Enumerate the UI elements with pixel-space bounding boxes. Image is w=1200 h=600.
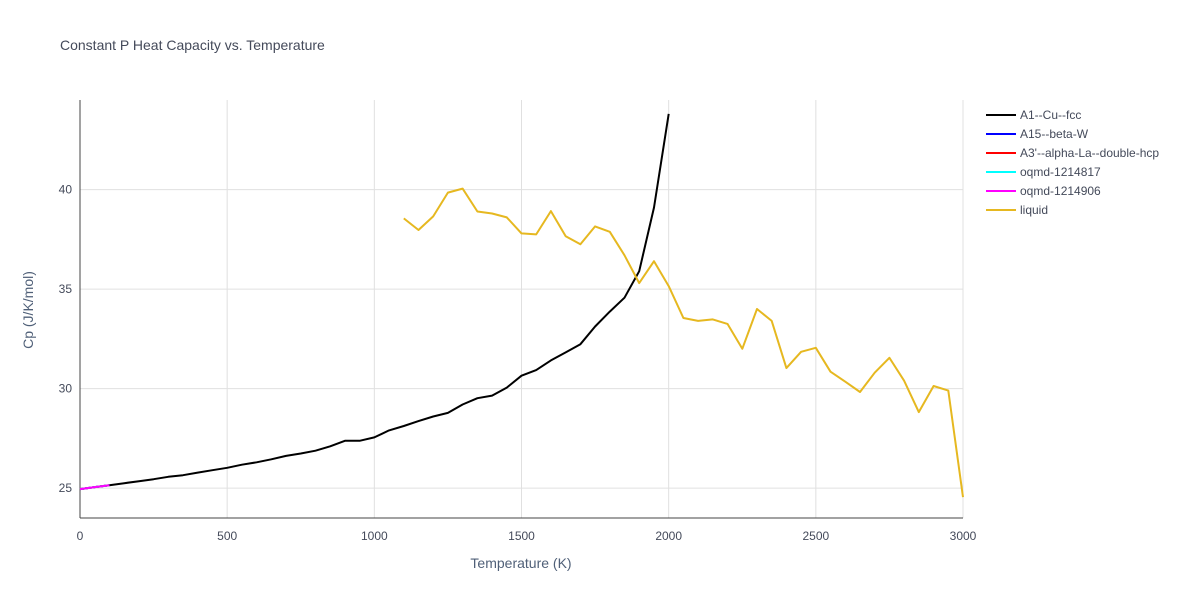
x-tick-label: 500 [217,529,237,543]
legend-label-oqmd-1214817: oqmd-1214817 [1020,165,1101,179]
y-tick-label: 40 [59,183,73,197]
x-tick-label: 2500 [802,529,829,543]
x-axis-label: Temperature (K) [470,555,571,571]
legend-label-a15-beta-w: A15--beta-W [1020,127,1089,141]
y-axis-label: Cp (J/K/mol) [20,271,36,349]
axes-layer [79,100,963,519]
x-tick-label: 2000 [655,529,682,543]
series-layer [79,113,964,498]
x-tick-label: 1500 [508,529,535,543]
series-line-oqmd-1214906 [79,484,110,491]
x-tick-label: 0 [77,529,84,543]
legend-label-a3-alpha-la-double-hcp: A3'--alpha-La--double-hcp [1020,146,1159,160]
ticks-layer: 0 500 1000 1500 2000 2500 3000 25 30 35 40 [59,183,977,543]
legend-label-oqmd-1214906: oqmd-1214906 [1020,184,1101,198]
legend-label-a1-cu-fcc: A1--Cu--fcc [1020,108,1081,122]
chart-title: Constant P Heat Capacity vs. Temperature [60,37,325,53]
legend-label-liquid: liquid [1020,203,1048,217]
grid-layer [80,100,964,518]
series-line-liquid [403,187,964,498]
legend: A1--Cu--fcc A15--beta-W A3'--alpha-La--dou… [986,108,1159,217]
y-tick-label: 30 [59,382,73,396]
y-tick-label: 35 [59,282,73,296]
y-tick-label: 25 [59,481,73,495]
series-line-a1-cu-fcc [79,113,670,491]
x-tick-label: 1000 [361,529,388,543]
x-tick-label: 3000 [950,529,977,543]
